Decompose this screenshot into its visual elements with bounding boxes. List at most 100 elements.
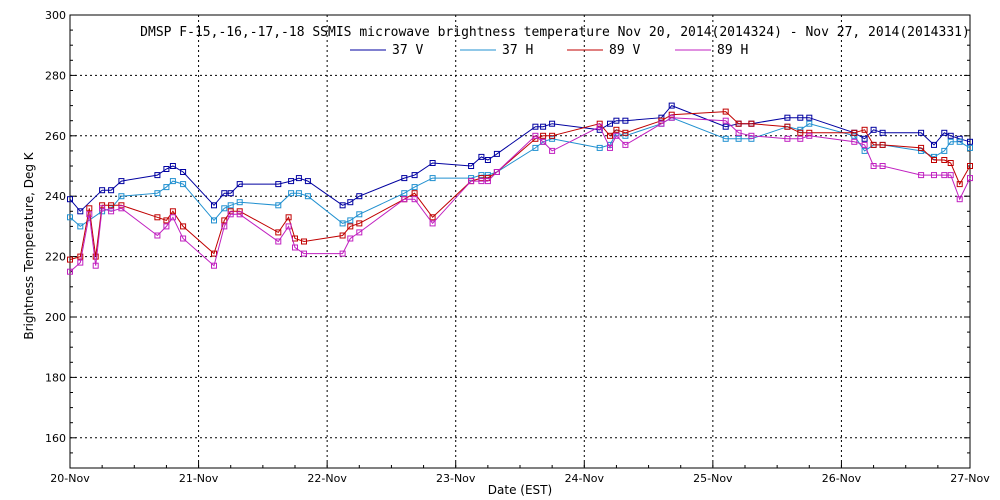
data-point-37-h bbox=[356, 211, 363, 218]
data-point-37-v bbox=[411, 172, 418, 179]
data-point-37-v bbox=[339, 202, 346, 209]
data-point-89-v bbox=[301, 238, 307, 245]
data-point-89-h bbox=[947, 172, 954, 179]
data-point-37-v bbox=[879, 129, 886, 136]
data-point-89-v bbox=[429, 214, 436, 221]
x-tick-label: 23-Nov bbox=[436, 472, 476, 485]
data-point-89-v bbox=[784, 123, 791, 130]
data-point-37-h bbox=[411, 184, 418, 191]
data-point-37-v bbox=[356, 193, 363, 200]
data-point-89-v bbox=[967, 163, 973, 169]
data-point-89-h bbox=[941, 172, 948, 179]
data-point-89-v bbox=[77, 253, 84, 260]
data-point-89-h bbox=[735, 129, 742, 136]
data-point-89-v bbox=[607, 132, 613, 139]
data-point-37-v bbox=[797, 114, 804, 121]
data-point-89-h bbox=[236, 211, 243, 218]
data-point-89-v bbox=[221, 217, 228, 224]
data-point-89-h bbox=[596, 123, 603, 130]
data-point-37-v bbox=[468, 163, 475, 169]
data-point-89-h bbox=[339, 250, 346, 257]
data-point-89-v bbox=[918, 144, 925, 151]
data-point-37-v bbox=[967, 138, 973, 145]
data-point-37-h bbox=[67, 214, 73, 221]
data-point-89-v bbox=[748, 120, 755, 127]
x-tick-label: 22-Nov bbox=[307, 472, 347, 485]
data-point-37-h bbox=[596, 144, 603, 151]
x-tick-label: 24-Nov bbox=[565, 472, 605, 485]
data-point-89-h bbox=[549, 147, 556, 154]
data-point-89-h bbox=[411, 196, 418, 203]
data-point-89-v bbox=[347, 223, 354, 230]
data-point-89-h bbox=[221, 223, 228, 230]
data-point-37-h bbox=[221, 205, 228, 212]
data-point-37-h bbox=[180, 181, 187, 188]
data-point-89-h bbox=[154, 232, 161, 239]
data-point-37-h bbox=[532, 144, 539, 151]
data-point-37-v bbox=[154, 172, 161, 179]
data-point-89-h bbox=[607, 144, 613, 151]
data-point-89-h bbox=[622, 141, 629, 148]
data-point-89-v bbox=[797, 129, 804, 136]
data-point-89-v bbox=[851, 129, 858, 136]
data-point-37-v bbox=[722, 123, 729, 130]
data-point-37-v bbox=[211, 202, 217, 209]
data-point-89-h bbox=[879, 163, 886, 169]
data-point-89-v bbox=[861, 126, 868, 133]
data-point-37-v bbox=[118, 178, 125, 185]
data-point-37-v bbox=[275, 181, 282, 188]
data-point-37-v bbox=[478, 153, 485, 160]
series-group bbox=[67, 102, 973, 275]
y-tick-label: 240 bbox=[45, 190, 66, 203]
data-point-89-v bbox=[613, 126, 620, 133]
data-point-89-h bbox=[532, 132, 539, 139]
data-point-37-v bbox=[347, 199, 354, 206]
series-89-v bbox=[67, 108, 973, 263]
series-37-v bbox=[67, 102, 973, 215]
data-point-89-h bbox=[347, 235, 354, 242]
data-point-37-v bbox=[180, 169, 187, 175]
data-point-89-h bbox=[169, 214, 176, 221]
data-point-37-v bbox=[870, 126, 877, 133]
data-point-89-h bbox=[668, 114, 675, 121]
legend: 37 V 37 H 89 V 89 H bbox=[350, 43, 748, 58]
data-point-37-v bbox=[67, 196, 73, 203]
data-point-37-v bbox=[532, 123, 539, 130]
legend-label-89-h: 89 H bbox=[717, 43, 748, 58]
data-point-37-v bbox=[304, 178, 311, 185]
y-tick-label: 220 bbox=[45, 251, 66, 264]
data-point-37-v bbox=[295, 175, 302, 182]
data-point-89-v bbox=[339, 232, 346, 239]
x-axis-title: Date (EST) bbox=[488, 483, 552, 497]
data-point-89-h bbox=[493, 169, 500, 175]
series-line-37-v bbox=[69, 105, 971, 213]
series-line-89-h bbox=[69, 117, 971, 273]
data-point-37-v bbox=[163, 166, 170, 172]
series-line-89-v bbox=[69, 111, 971, 261]
data-point-89-h bbox=[540, 138, 547, 145]
data-point-89-h bbox=[92, 262, 99, 269]
data-point-89-h bbox=[301, 250, 307, 257]
data-point-37-v bbox=[401, 175, 408, 182]
y-tick-label: 260 bbox=[45, 130, 66, 143]
data-point-37-h bbox=[163, 184, 170, 191]
data-point-37-v bbox=[607, 120, 613, 127]
data-point-89-h bbox=[180, 235, 187, 242]
data-point-37-v bbox=[613, 117, 620, 124]
data-point-37-h bbox=[77, 223, 84, 230]
y-tick-label: 300 bbox=[45, 9, 66, 22]
data-point-89-h bbox=[356, 229, 363, 236]
data-point-37-v bbox=[941, 129, 948, 136]
data-point-37-h bbox=[347, 217, 354, 224]
data-point-37-v bbox=[549, 120, 556, 127]
data-point-37-v bbox=[947, 132, 954, 139]
y-tick-label: 280 bbox=[45, 69, 66, 82]
data-point-89-v bbox=[154, 214, 161, 221]
data-point-89-h bbox=[468, 178, 475, 185]
data-point-89-v bbox=[67, 256, 73, 263]
x-tick-label: 20-Nov bbox=[50, 472, 90, 485]
data-point-89-v bbox=[356, 220, 363, 227]
data-point-89-v bbox=[956, 181, 963, 188]
data-point-89-h bbox=[658, 120, 665, 127]
